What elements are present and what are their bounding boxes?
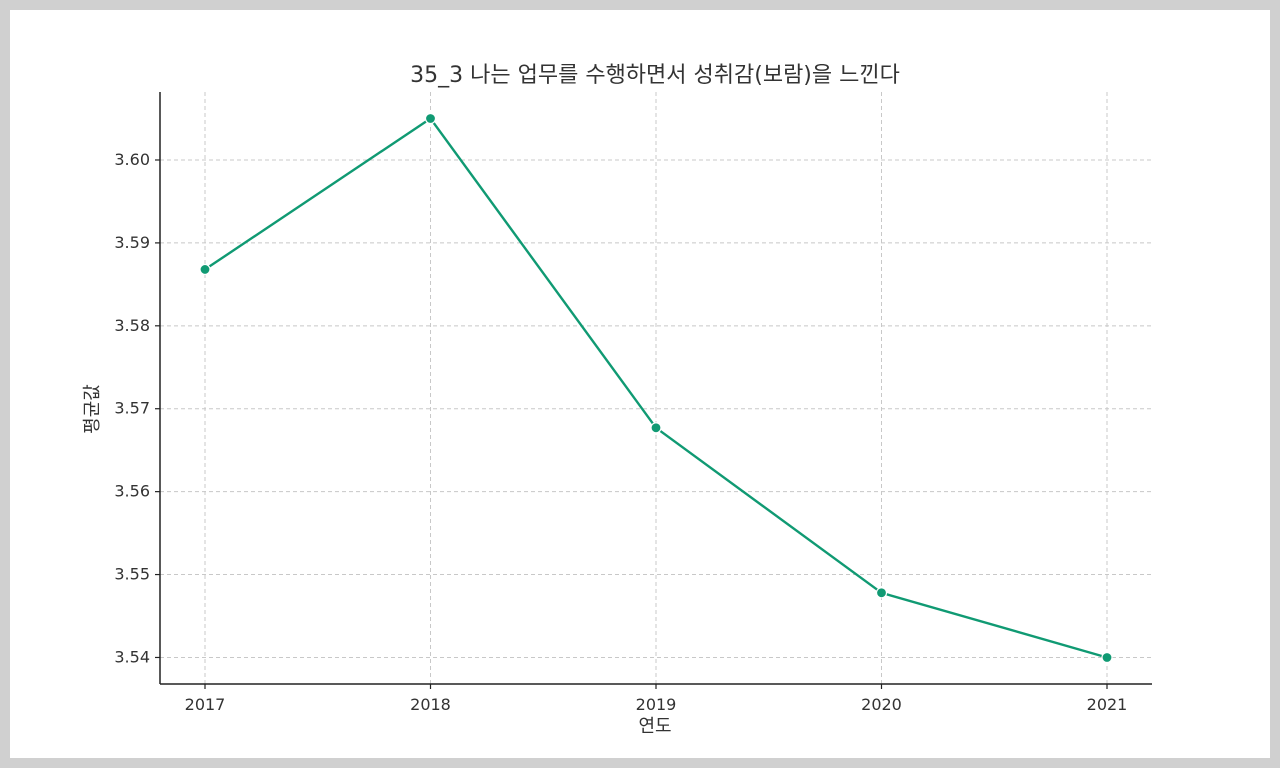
data-point-2018	[424, 112, 437, 125]
line-chart: 35_3 나는 업무를 수행하면서 성취감(보람)을 느낀다 3.543.553…	[82, 63, 1152, 737]
x-tick-label: 2020	[861, 695, 902, 714]
data-point-2020	[875, 587, 888, 599]
y-tick-label: 3.59	[114, 233, 150, 252]
x-tick-label: 2021	[1087, 695, 1128, 714]
axes	[155, 92, 1152, 689]
series-layer	[199, 112, 1113, 664]
chart-frame: 35_3 나는 업무를 수행하면서 성취감(보람)을 느낀다 3.54 3.55 3…	[10, 10, 1270, 758]
tick-labels: 3.54 3.55 3.56 3.57 3.58 3.59 3.60 2017 2018 2019…	[114, 150, 1127, 714]
x-tick-label: 2017	[185, 695, 226, 714]
chart-title: 35_3 나는 업무를 수행하면서 성취감(보람)을 느낀다	[410, 63, 900, 88]
y-tick-label: 3.55	[114, 565, 150, 584]
data-point-2019	[650, 422, 662, 434]
y-tick-label: 3.56	[114, 482, 150, 501]
y-axis-label: 평균값	[82, 384, 103, 434]
y-tick-label: 3.54	[114, 647, 150, 666]
x-axis-label: 연도	[638, 716, 671, 737]
x-tick-label: 2018	[410, 695, 451, 714]
y-tick-label: 3.60	[114, 150, 150, 169]
x-tick-label: 2019	[636, 695, 677, 714]
data-point-2017	[199, 263, 211, 276]
y-tick-label: 3.58	[114, 316, 150, 335]
y-tick-label: 3.57	[114, 399, 150, 418]
gridlines	[160, 92, 1152, 684]
data-point-2021	[1101, 651, 1113, 664]
